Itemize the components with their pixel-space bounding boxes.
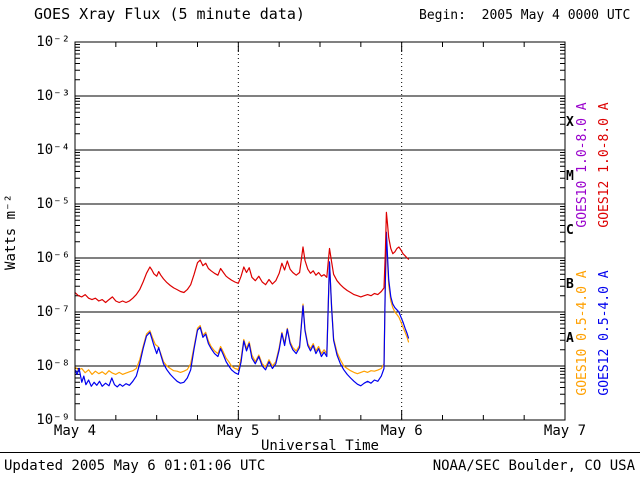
flare-class-label: B [566, 277, 574, 292]
legend-entry: GOES12 1.0-8.0 A [597, 102, 612, 228]
plot-frame [74, 41, 566, 421]
legend-entry: GOES10 1.0-8.0 A [575, 102, 590, 228]
flare-class-label: A [566, 331, 574, 346]
y-tick-label: 10⁻⁸ [36, 358, 70, 374]
y-tick-label: 10⁻⁶ [36, 250, 70, 266]
source-credit: NOAA/SEC Boulder, CO USA [432, 458, 635, 474]
legend-entry: GOES12 0.5-4.0 A [597, 270, 612, 396]
y-tick-label: 10⁻⁹ [36, 412, 70, 428]
updated-timestamp: Updated 2005 May 6 01:01:06 UTC [4, 458, 266, 474]
x-tick-label: May 6 [380, 423, 423, 439]
flare-class-label: C [566, 223, 574, 238]
footer-divider [0, 452, 640, 453]
page-title: GOES Xray Flux (5 minute data) [34, 5, 305, 23]
y-tick-label: 10⁻⁴ [36, 142, 70, 158]
legend-entry: GOES10 0.5-4.0 A [575, 270, 590, 396]
flare-class-label: M [566, 169, 574, 184]
y-tick-label: 10⁻⁵ [36, 196, 70, 212]
y-tick-label: 10⁻³ [36, 88, 70, 104]
flare-class-label: X [566, 115, 574, 130]
series-goes10-0-5-4-0-a [74, 236, 410, 375]
x-tick-label: May 4 [53, 423, 97, 439]
y-axis-title: Watts m⁻² [3, 194, 19, 270]
series-goes12-1-0-8-0-a [74, 211, 410, 304]
y-tick-label: 10⁻⁷ [36, 304, 70, 320]
x-tick-label: May 5 [217, 423, 260, 439]
series-goes12-0-5-4-0-a [74, 231, 410, 388]
x-axis-title: Universal Time [260, 438, 379, 454]
y-tick-label: 10⁻² [36, 34, 70, 50]
begin-timestamp: Begin: 2005 May 4 0000 UTC [419, 8, 631, 23]
x-tick-label: May 7 [543, 423, 587, 439]
